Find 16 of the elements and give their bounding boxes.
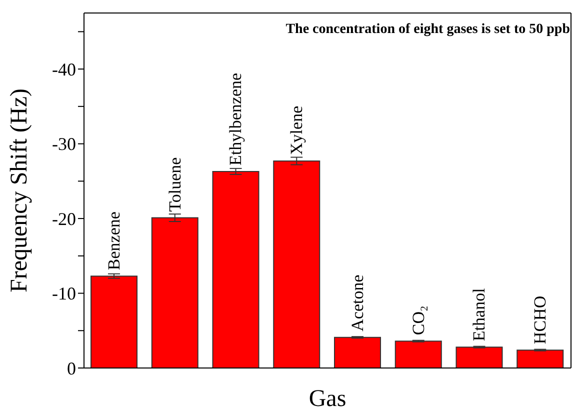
annotation: The concentration of eight gases is set to 50 ppb bbox=[286, 22, 570, 38]
y-tick-label: -30 bbox=[52, 134, 76, 154]
x-tick-label: Benzene bbox=[104, 212, 124, 270]
y-tick-label: -20 bbox=[52, 208, 76, 229]
x-tick-label: Ethylbenzene bbox=[226, 72, 246, 166]
x-tick-label: Acetone bbox=[348, 274, 367, 332]
x-tick-label: HCHO bbox=[530, 296, 550, 344]
y-tick-label: 0 bbox=[67, 358, 76, 378]
y-tick-label: -40 bbox=[52, 59, 76, 80]
x-axis-title: Gas bbox=[308, 386, 346, 412]
y-axis-title: Frequency Shift (Hz) bbox=[6, 88, 33, 292]
y-tick-label: -10 bbox=[52, 284, 76, 304]
x-tick-label: Xylene bbox=[287, 106, 306, 155]
x-tick-label: Ethanol bbox=[470, 288, 489, 342]
x-tick-label: CO₂ bbox=[408, 306, 428, 336]
x-tick-label: Toluene bbox=[165, 157, 184, 212]
